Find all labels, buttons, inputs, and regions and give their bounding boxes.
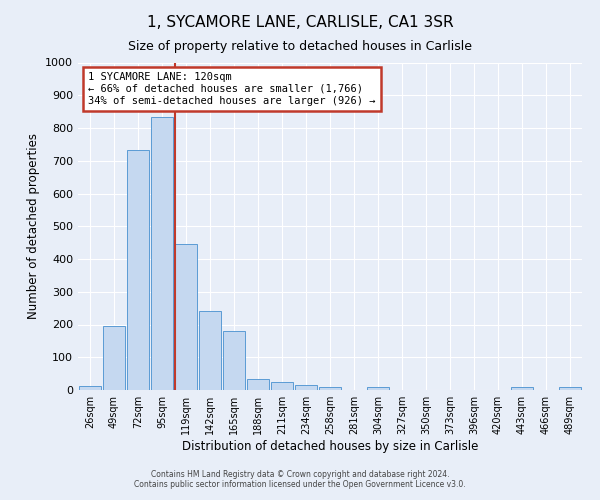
Bar [127,150,149,390]
Text: 1 SYCAMORE LANE: 120sqm
← 66% of detached houses are smaller (1,766)
34% of semi: 1 SYCAMORE LANE: 120sqm ← 66% of detache… [88,72,376,106]
Text: Contains HM Land Registry data © Crown copyright and database right 2024.
Contai: Contains HM Land Registry data © Crown c… [134,470,466,489]
Bar [199,310,221,390]
Bar [103,326,125,390]
Bar [511,388,533,390]
Y-axis label: Number of detached properties: Number of detached properties [26,133,40,320]
Bar [367,388,389,390]
Bar [271,382,293,390]
Bar [223,332,245,390]
Bar [175,244,197,390]
Bar [247,378,269,390]
Bar [151,117,173,390]
Text: Size of property relative to detached houses in Carlisle: Size of property relative to detached ho… [128,40,472,53]
Bar [79,386,101,390]
X-axis label: Distribution of detached houses by size in Carlisle: Distribution of detached houses by size … [182,440,478,453]
Bar [319,386,341,390]
Text: 1, SYCAMORE LANE, CARLISLE, CA1 3SR: 1, SYCAMORE LANE, CARLISLE, CA1 3SR [146,15,454,30]
Bar [295,385,317,390]
Bar [559,388,581,390]
